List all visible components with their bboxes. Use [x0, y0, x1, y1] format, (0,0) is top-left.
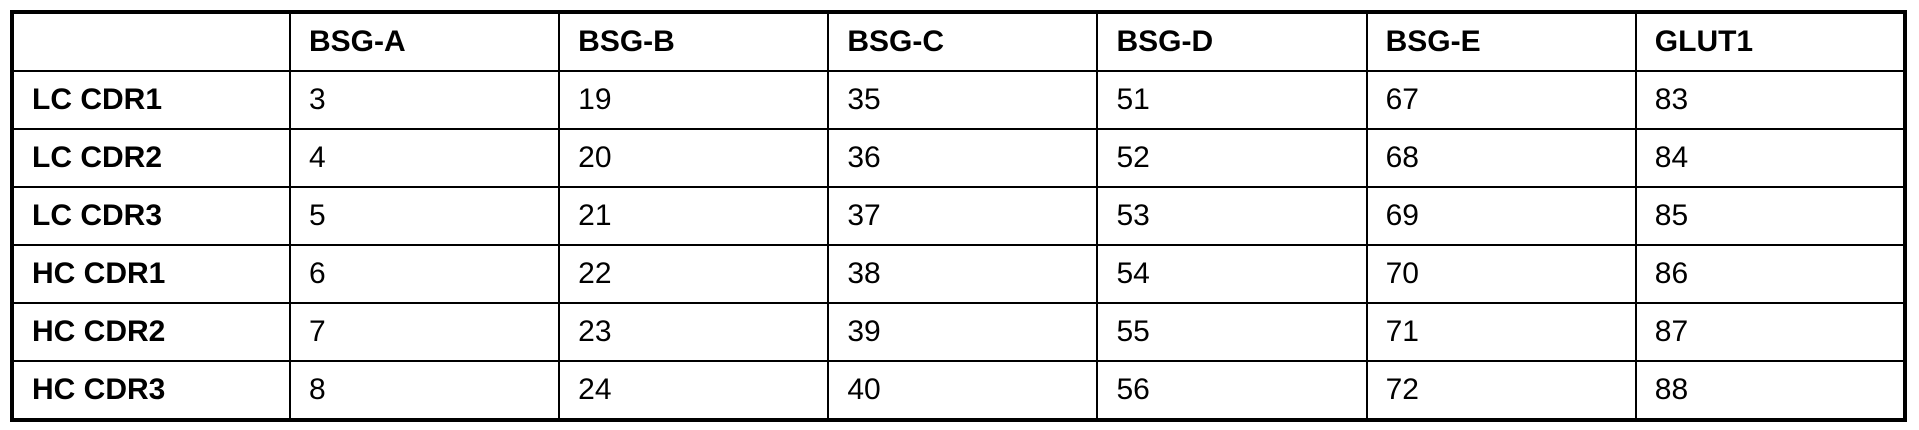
header-cell: BSG-D	[1097, 12, 1366, 71]
row-label: HC CDR1	[12, 245, 290, 303]
row-label: LC CDR2	[12, 129, 290, 187]
table-cell: 55	[1097, 303, 1366, 361]
table-cell: 37	[828, 187, 1097, 245]
table-cell: 22	[559, 245, 828, 303]
header-cell: BSG-C	[828, 12, 1097, 71]
table-cell: 72	[1367, 361, 1636, 420]
table-cell: 7	[290, 303, 559, 361]
table-cell: 51	[1097, 71, 1366, 129]
table-cell: 35	[828, 71, 1097, 129]
table-cell: 88	[1636, 361, 1905, 420]
table-row: HC CDR162238547086	[12, 245, 1905, 303]
table-cell: 53	[1097, 187, 1366, 245]
table-cell: 24	[559, 361, 828, 420]
table-cell: 54	[1097, 245, 1366, 303]
row-label: LC CDR1	[12, 71, 290, 129]
row-label: LC CDR3	[12, 187, 290, 245]
table-row: LC CDR242036526884	[12, 129, 1905, 187]
table-cell: 83	[1636, 71, 1905, 129]
table-cell: 86	[1636, 245, 1905, 303]
table-cell: 19	[559, 71, 828, 129]
row-label: HC CDR3	[12, 361, 290, 420]
table-cell: 21	[559, 187, 828, 245]
table-cell: 69	[1367, 187, 1636, 245]
header-row: BSG-A BSG-B BSG-C BSG-D BSG-E GLUT1	[12, 12, 1905, 71]
header-cell-corner	[12, 12, 290, 71]
header-cell: BSG-B	[559, 12, 828, 71]
row-label: HC CDR2	[12, 303, 290, 361]
table-cell: 68	[1367, 129, 1636, 187]
table-cell: 40	[828, 361, 1097, 420]
table-cell: 3	[290, 71, 559, 129]
table-cell: 6	[290, 245, 559, 303]
table-cell: 70	[1367, 245, 1636, 303]
table-cell: 36	[828, 129, 1097, 187]
header-cell: GLUT1	[1636, 12, 1905, 71]
header-cell: BSG-E	[1367, 12, 1636, 71]
table-cell: 39	[828, 303, 1097, 361]
table-cell: 38	[828, 245, 1097, 303]
table-cell: 52	[1097, 129, 1366, 187]
table-cell: 84	[1636, 129, 1905, 187]
table-cell: 71	[1367, 303, 1636, 361]
table-row: LC CDR131935516783	[12, 71, 1905, 129]
table-cell: 87	[1636, 303, 1905, 361]
table-cell: 4	[290, 129, 559, 187]
table-cell: 8	[290, 361, 559, 420]
table-cell: 85	[1636, 187, 1905, 245]
table-cell: 67	[1367, 71, 1636, 129]
table-row: LC CDR352137536985	[12, 187, 1905, 245]
table-cell: 20	[559, 129, 828, 187]
table-cell: 5	[290, 187, 559, 245]
table-row: HC CDR272339557187	[12, 303, 1905, 361]
table-cell: 23	[559, 303, 828, 361]
header-cell: BSG-A	[290, 12, 559, 71]
table-cell: 56	[1097, 361, 1366, 420]
cdr-table: BSG-A BSG-B BSG-C BSG-D BSG-E GLUT1 LC C…	[10, 10, 1907, 422]
table-row: HC CDR382440567288	[12, 361, 1905, 420]
